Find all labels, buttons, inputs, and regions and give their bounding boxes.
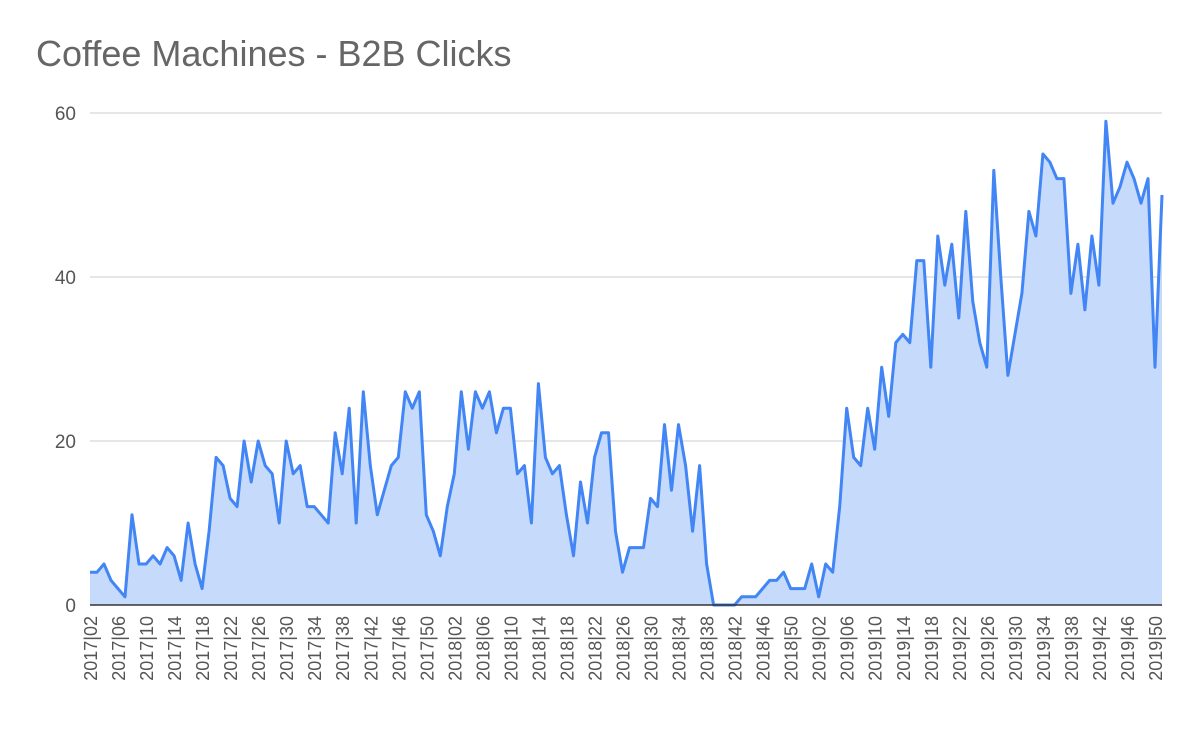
x-tick-label: 2019|18 — [922, 616, 942, 681]
x-tick-label: 2017|42 — [361, 616, 381, 681]
x-tick-label: 2019|22 — [950, 616, 970, 681]
x-tick-label: 2019|30 — [1006, 616, 1026, 681]
x-tick-label: 2017|02 — [81, 616, 101, 681]
x-tick-label: 2018|10 — [501, 616, 521, 681]
x-tick-label: 2017|30 — [277, 616, 297, 681]
x-tick-label: 2018|38 — [698, 616, 718, 681]
chart-title: Coffee Machines - B2B Clicks — [36, 33, 512, 74]
x-tick-label: 2017|06 — [109, 616, 129, 681]
x-tick-label: 2017|10 — [137, 616, 157, 681]
x-tick-label: 2017|22 — [221, 616, 241, 681]
x-tick-label: 2018|50 — [782, 616, 802, 681]
x-tick-label: 2017|46 — [389, 616, 409, 681]
x-tick-label: 2019|50 — [1146, 616, 1166, 681]
x-tick-label: 2017|18 — [193, 616, 213, 681]
x-tick-label: 2017|14 — [165, 616, 185, 681]
y-tick-label: 40 — [55, 268, 76, 289]
x-tick-label: 2019|06 — [838, 616, 858, 681]
x-tick-label: 2018|30 — [642, 616, 662, 681]
x-tick-label: 2018|34 — [670, 616, 690, 681]
x-tick-label: 2019|46 — [1118, 616, 1138, 681]
area-line — [90, 119, 1164, 607]
x-tick-label: 2018|06 — [473, 616, 493, 681]
y-tick-label: 60 — [55, 104, 76, 125]
x-tick-label: 2019|02 — [810, 616, 830, 681]
y-tick-label: 0 — [65, 596, 76, 617]
x-tick-label: 2018|26 — [613, 616, 633, 681]
x-tick-label: 2018|22 — [585, 616, 605, 681]
x-tick-label: 2018|18 — [557, 616, 577, 681]
x-tick-label: 2017|26 — [249, 616, 269, 681]
y-tick-label: 20 — [55, 432, 76, 453]
x-tick-label: 2019|38 — [1062, 616, 1082, 681]
x-tick-label: 2019|42 — [1090, 616, 1110, 681]
x-tick-label: 2018|14 — [529, 616, 549, 681]
x-tick-label: 2019|10 — [866, 616, 886, 681]
x-tick-label: 2019|14 — [894, 616, 914, 681]
area-fill — [90, 121, 1162, 605]
x-tick-label: 2018|46 — [754, 616, 774, 681]
x-tick-label: 2018|42 — [726, 616, 746, 681]
x-tick-label: 2017|50 — [417, 616, 437, 681]
x-tick-label: 2019|26 — [978, 616, 998, 681]
x-tick-label: 2019|34 — [1034, 616, 1054, 681]
x-tick-label: 2018|02 — [445, 616, 465, 681]
x-tick-label: 2017|38 — [333, 616, 353, 681]
x-tick-label: 2017|34 — [305, 616, 325, 681]
